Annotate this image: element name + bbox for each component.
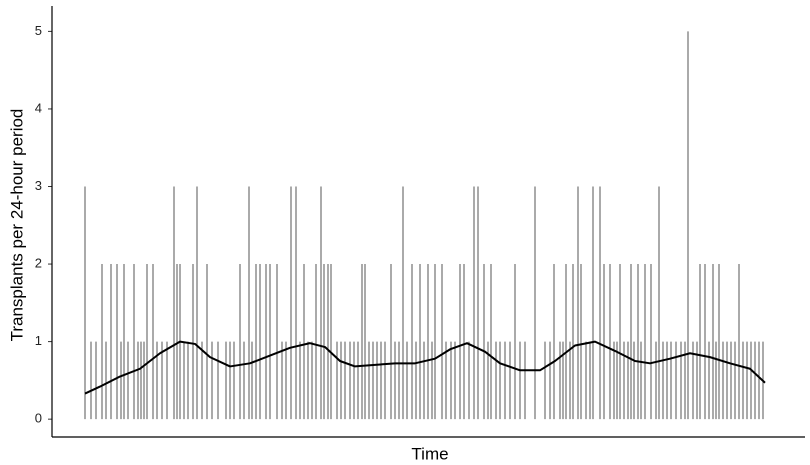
x-axis-label: Time <box>411 444 448 463</box>
y-tick-label: 5 <box>35 23 42 38</box>
y-tick-label: 0 <box>35 411 42 426</box>
y-tick-label: 2 <box>35 255 42 270</box>
y-axis-label: Transplants per 24-hour period <box>7 109 26 342</box>
y-tick-label: 4 <box>35 100 42 115</box>
smooth-line <box>84 340 766 395</box>
y-tick-label: 1 <box>35 333 42 348</box>
y-tick-label: 3 <box>35 178 42 193</box>
